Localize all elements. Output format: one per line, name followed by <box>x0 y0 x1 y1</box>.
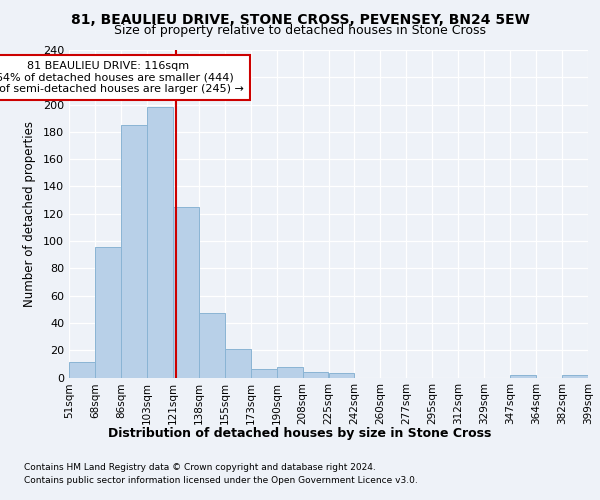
Text: Distribution of detached houses by size in Stone Cross: Distribution of detached houses by size … <box>109 428 491 440</box>
Text: Size of property relative to detached houses in Stone Cross: Size of property relative to detached ho… <box>114 24 486 37</box>
Bar <box>69 362 95 378</box>
Bar <box>95 246 121 378</box>
Bar <box>329 374 355 378</box>
Text: 81 BEAULIEU DRIVE: 116sqm
← 64% of detached houses are smaller (444)
35% of semi: 81 BEAULIEU DRIVE: 116sqm ← 64% of detac… <box>0 61 244 94</box>
Bar <box>277 366 302 378</box>
Bar <box>562 375 588 378</box>
Y-axis label: Number of detached properties: Number of detached properties <box>23 120 36 306</box>
Text: Contains HM Land Registry data © Crown copyright and database right 2024.: Contains HM Land Registry data © Crown c… <box>24 464 376 472</box>
Bar <box>224 349 251 378</box>
Bar <box>302 372 329 378</box>
Bar <box>251 370 277 378</box>
Bar <box>199 314 224 378</box>
Bar <box>147 108 173 378</box>
Bar <box>510 375 536 378</box>
Text: Contains public sector information licensed under the Open Government Licence v3: Contains public sector information licen… <box>24 476 418 485</box>
Bar <box>121 125 147 378</box>
Text: 81, BEAULIEU DRIVE, STONE CROSS, PEVENSEY, BN24 5EW: 81, BEAULIEU DRIVE, STONE CROSS, PEVENSE… <box>71 12 529 26</box>
Bar <box>173 207 199 378</box>
